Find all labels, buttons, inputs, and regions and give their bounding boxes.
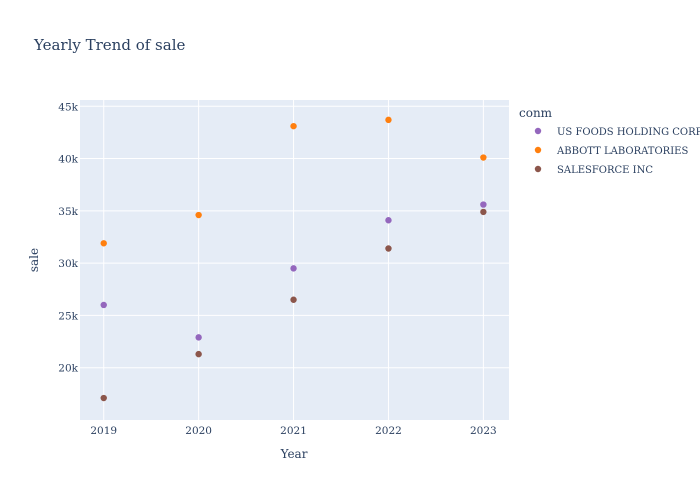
y-tick-label: 35k: [58, 206, 78, 218]
chart-title: Yearly Trend of sale: [33, 36, 186, 54]
x-tick-label: 2021: [280, 425, 307, 437]
series-points: [100, 208, 487, 402]
y-tick-label: 25k: [58, 310, 78, 322]
data-point[interactable]: [100, 301, 107, 309]
series-points: [100, 116, 487, 247]
legend-item[interactable]: ABBOTT LABORATORIES: [534, 146, 689, 157]
data-point[interactable]: [480, 201, 487, 208]
legend-item[interactable]: SALESFORCE INC: [534, 165, 654, 176]
legend-label: ABBOTT LABORATORIES: [556, 146, 688, 157]
legend-marker: [534, 127, 542, 135]
y-tick-label: 40k: [58, 154, 78, 166]
data-point[interactable]: [385, 245, 392, 252]
y-axis-title: sale: [27, 248, 41, 272]
series-points: [100, 201, 487, 341]
data-point[interactable]: [290, 265, 297, 272]
data-point[interactable]: [290, 296, 297, 303]
data-point[interactable]: [480, 208, 487, 216]
legend[interactable]: US FOODS HOLDING CORP ABBOTT LABORATORIES…: [534, 127, 700, 176]
x-axis-ticks: 2019 2020 2021 2022 2023: [90, 425, 496, 437]
x-tick-label: 2023: [470, 425, 497, 437]
y-axis-ticks: 20k 25k 30k 35k 40k 45k: [58, 101, 78, 374]
grid-lines: [80, 100, 509, 420]
legend-title: conm: [519, 106, 553, 120]
legend-marker: [534, 146, 542, 154]
data-point[interactable]: [385, 116, 392, 124]
data-point[interactable]: [385, 217, 392, 224]
y-tick-label: 20k: [58, 363, 78, 375]
x-tick-label: 2019: [90, 425, 117, 437]
data-point[interactable]: [195, 350, 202, 358]
x-axis-title: Year: [280, 447, 308, 461]
x-tick-label: 2020: [185, 425, 212, 437]
data-point[interactable]: [195, 211, 202, 219]
legend-label: SALESFORCE INC: [557, 165, 653, 176]
plot-area: [80, 100, 509, 420]
data-point[interactable]: [100, 394, 107, 402]
data-point[interactable]: [100, 240, 107, 247]
legend-item[interactable]: US FOODS HOLDING CORP: [534, 127, 700, 138]
data-point[interactable]: [480, 154, 487, 161]
y-tick-label: 30k: [58, 258, 78, 270]
y-tick-label: 45k: [58, 101, 78, 113]
data-point[interactable]: [290, 122, 297, 130]
data-point[interactable]: [195, 334, 202, 341]
x-tick-label: 2022: [375, 425, 402, 437]
legend-marker: [534, 165, 542, 173]
data-points: [100, 116, 487, 402]
legend-label: US FOODS HOLDING CORP: [557, 127, 700, 138]
